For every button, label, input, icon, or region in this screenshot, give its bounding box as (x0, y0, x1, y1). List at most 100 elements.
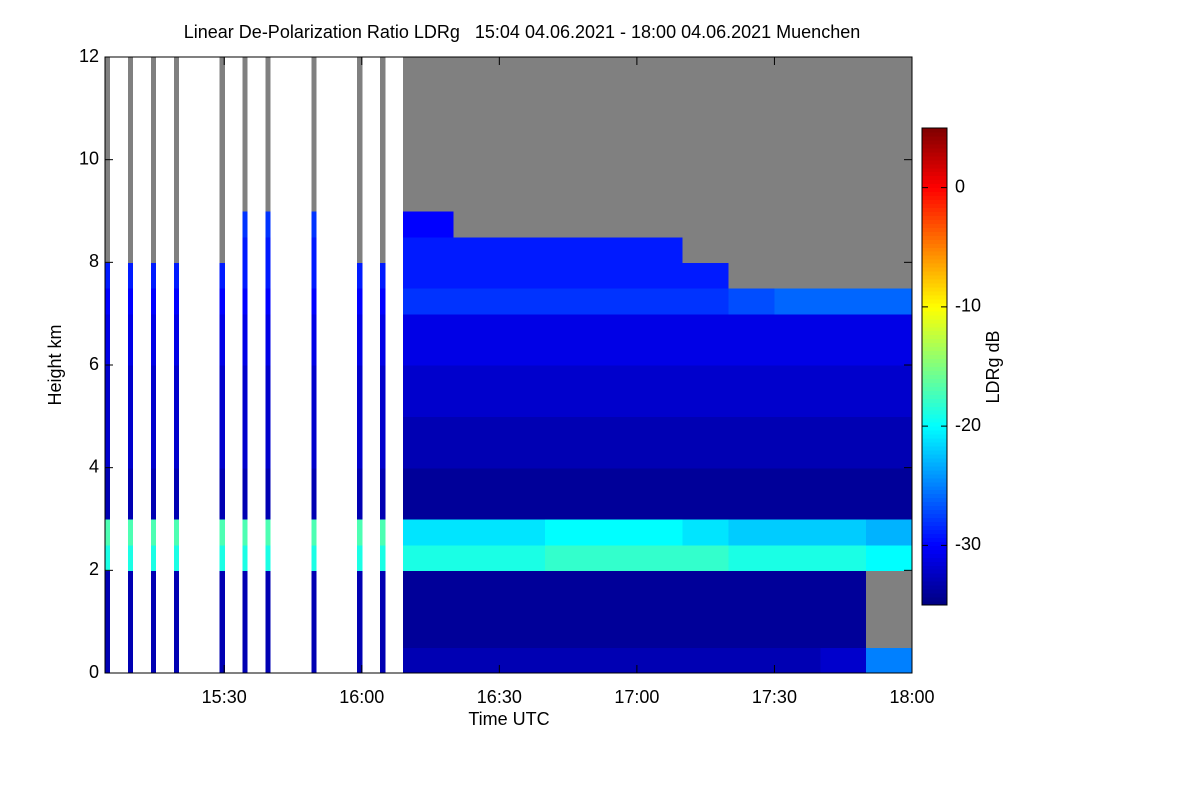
heatmap-cell (636, 544, 684, 571)
colorbar-swatch (922, 398, 947, 403)
heatmap-cell (453, 390, 500, 417)
heatmap-cell (636, 365, 684, 392)
heatmap-cell (265, 544, 271, 571)
no-signal-cell (728, 108, 776, 135)
no-signal-cell (380, 211, 386, 238)
colorbar-swatch (922, 553, 947, 558)
colorbar-swatch (922, 430, 947, 435)
no-signal-cell (820, 262, 867, 289)
heatmap-cell (545, 236, 592, 263)
heatmap-cell (219, 390, 225, 417)
heatmap-cell (219, 467, 225, 494)
colorbar-swatch (922, 577, 947, 582)
no-signal-cell (728, 134, 776, 161)
heatmap-cell (728, 596, 776, 623)
heatmap-cell (403, 390, 455, 417)
colorbar-swatch (922, 155, 947, 161)
colorbar-swatch (922, 561, 947, 566)
heatmap-cell (150, 519, 157, 546)
heatmap-cell (127, 467, 134, 494)
heatmap-cell (173, 313, 179, 340)
heatmap-cell (403, 647, 455, 674)
no-signal-cell (866, 159, 913, 186)
heatmap-cell (357, 313, 363, 340)
no-signal-cell (311, 134, 317, 161)
colorbar-swatch (922, 139, 947, 145)
no-signal-cell (682, 236, 730, 263)
colorbar-swatch (922, 461, 947, 467)
colorbar-swatch (922, 318, 947, 324)
colorbar-swatch (922, 537, 947, 542)
no-signal-cell (150, 108, 157, 135)
colorbar-swatch (922, 207, 947, 212)
no-signal-cell (728, 159, 776, 186)
no-signal-cell (357, 211, 363, 238)
colorbar-swatch (922, 175, 947, 181)
no-signal-cell (265, 108, 271, 135)
no-signal-cell (682, 134, 730, 161)
heatmap-cell (545, 493, 592, 520)
heatmap-cell (774, 339, 821, 366)
heatmap-cell (499, 596, 546, 623)
no-signal-cell (774, 159, 821, 186)
colorbar-swatch (922, 434, 947, 439)
heatmap (105, 57, 913, 674)
no-signal-cell (173, 185, 179, 212)
no-signal-cell (545, 185, 592, 212)
heatmap-cell (591, 365, 638, 392)
heatmap-cell (150, 544, 157, 571)
heatmap-cell (453, 647, 500, 674)
heatmap-cell (866, 339, 913, 366)
heatmap-cell (820, 365, 867, 392)
colorbar-swatch (922, 358, 947, 364)
heatmap-cell (591, 416, 638, 443)
heatmap-cell (453, 339, 500, 366)
heatmap-cell (127, 621, 134, 648)
heatmap-cell (265, 211, 271, 238)
no-signal-cell (173, 108, 179, 135)
heatmap-cell (105, 647, 111, 674)
heatmap-cell (774, 467, 821, 494)
no-signal-cell (499, 211, 546, 238)
no-signal-cell (105, 236, 111, 263)
heatmap-cell (311, 211, 317, 238)
colorbar-swatch (922, 565, 947, 570)
colorbar-swatch (922, 517, 947, 523)
heatmap-cell (311, 544, 317, 571)
heatmap-cell (105, 544, 111, 571)
heatmap-cell (499, 442, 546, 469)
heatmap-cell (150, 596, 157, 623)
colorbar-swatch (922, 601, 947, 606)
heatmap-cell (636, 339, 684, 366)
heatmap-cell (636, 467, 684, 494)
x-tick-label: 17:00 (614, 687, 659, 707)
no-signal-cell (591, 211, 638, 238)
heatmap-cell (380, 596, 386, 623)
heatmap-cell (545, 621, 592, 648)
heatmap-cell (636, 493, 684, 520)
colorbar-tick-label: -30 (955, 534, 981, 554)
heatmap-cell (265, 570, 271, 597)
colorbar-swatch (922, 251, 947, 256)
no-signal-cell (173, 211, 179, 238)
y-axis-label: Height km (45, 324, 65, 405)
colorbar-swatch (922, 370, 947, 375)
heatmap-cell (728, 621, 776, 648)
colorbar-swatch (922, 501, 947, 507)
heatmap-cell (357, 596, 363, 623)
no-signal-cell (219, 185, 225, 212)
no-signal-cell (173, 236, 179, 263)
heatmap-cell (150, 621, 157, 648)
heatmap-cell (774, 519, 821, 546)
no-signal-cell (453, 211, 500, 238)
no-signal-cell (866, 185, 913, 212)
heatmap-cell (728, 519, 776, 546)
no-signal-cell (774, 82, 821, 109)
colorbar-swatch (922, 147, 947, 153)
heatmap-cell (127, 442, 134, 469)
heatmap-cell (357, 621, 363, 648)
colorbar-swatch (922, 545, 947, 550)
heatmap-cell (265, 493, 271, 520)
colorbar-tick-label: -20 (955, 415, 981, 435)
